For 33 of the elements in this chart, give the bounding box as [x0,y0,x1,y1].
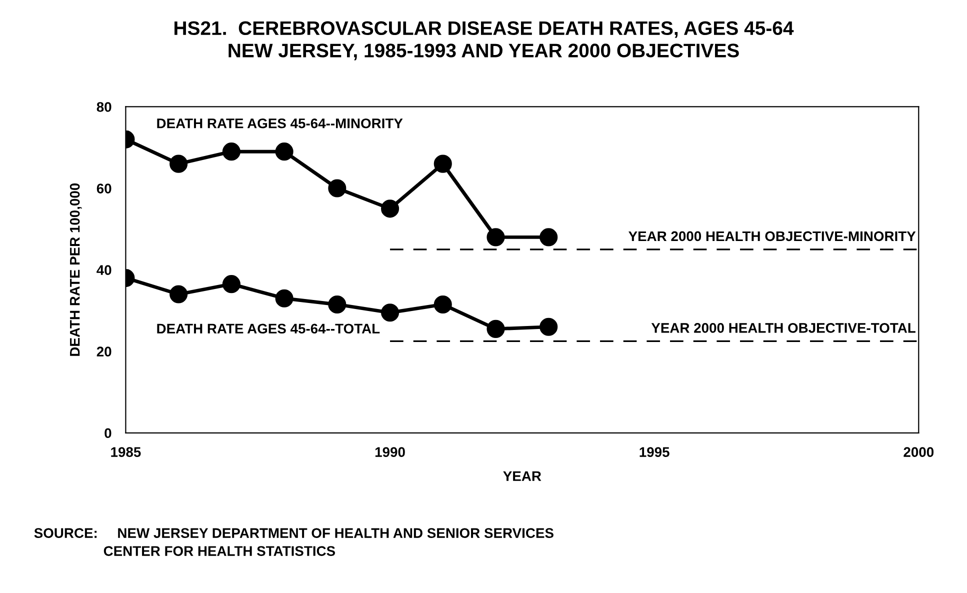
y-tick-label: 40 [96,265,112,275]
point [540,318,558,336]
series-label: DEATH RATE AGES 45-64--MINORITY [157,118,403,128]
x-axis-title: YEAR [503,471,542,481]
point [540,228,558,246]
point [222,275,240,294]
point [170,285,188,304]
series-label: YEAR 2000 HEALTH OBJECTIVE-MINORITY [628,231,916,242]
x-tick-label: 2000 [904,447,934,457]
point [170,154,188,173]
point [275,289,294,308]
chart-title: HS21. CEREBROVASCULAR DISEASE DEATH RATES, AGES 45-64 NEW JERSEY, 1985-1993 AND YEAR 2000 OBJECTIVES [174,21,794,60]
point [486,228,505,246]
point [434,154,452,173]
x-tick-label: 1985 [111,447,141,457]
y-tick-label: 60 [96,184,112,194]
point [222,142,240,161]
point [380,200,400,218]
point [380,304,400,322]
y-tick-label: 20 [96,346,112,357]
y-axis-title: DEATH RATE PER 100,000 [70,183,82,356]
x-tick-label: 1995 [640,447,670,457]
y-tick-label: 80 [96,102,112,112]
x-tick-label: 1990 [375,447,405,457]
point [328,179,346,198]
source-note: SOURCE: NEW JERSEY DEPARTMENT OF HEALTH AND SENIOR SERVICES CENTER FOR HEALTH STATISTICS [34,528,554,556]
point [434,295,452,314]
y-tick-label: 0 [104,428,112,438]
series-label: YEAR 2000 HEALTH OBJECTIVE-TOTAL [651,323,916,333]
series-label: DEATH RATE AGES 45-64--TOTAL [157,324,380,334]
point [328,295,346,314]
point [486,320,505,338]
point [275,142,294,161]
